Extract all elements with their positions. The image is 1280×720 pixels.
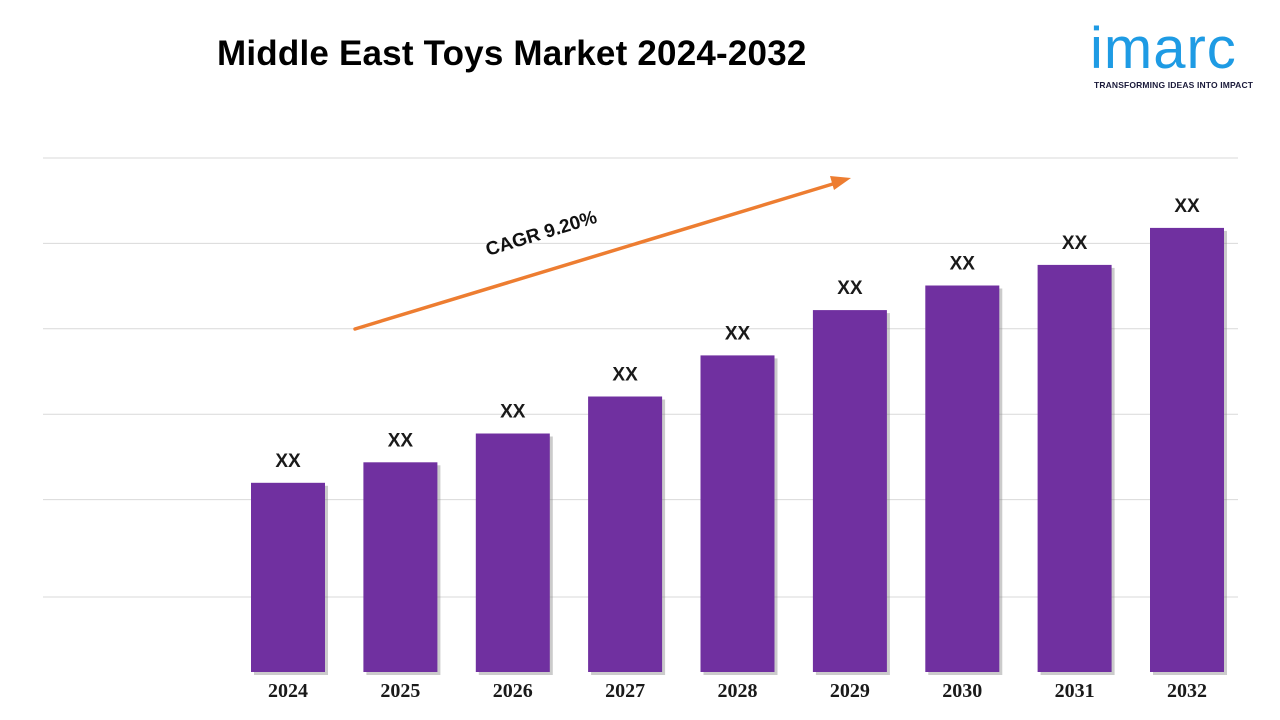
- bar-2028: [700, 355, 775, 672]
- x-tick-2030: 2030: [942, 680, 982, 702]
- data-label-2028: XX: [725, 323, 751, 344]
- imarc-logo: imarc TRANSFORMING IDEAS INTO IMPACT: [1090, 14, 1272, 94]
- x-tick-2029: 2029: [830, 680, 870, 702]
- x-tick-2028: 2028: [718, 680, 758, 702]
- data-label-2030: XX: [950, 254, 976, 275]
- bar-2031: [1037, 264, 1112, 672]
- data-label-2031: XX: [1062, 233, 1088, 254]
- bar-2025: [363, 462, 438, 672]
- bar-2027: [588, 396, 663, 672]
- data-label-2032: XX: [1174, 196, 1200, 217]
- x-tick-2031: 2031: [1055, 680, 1095, 702]
- cagr-arrow-head: [830, 176, 851, 190]
- x-tick-2024: 2024: [268, 680, 308, 702]
- data-label-2024: XX: [275, 451, 301, 472]
- data-labels-group: XX XX XX XX XX XX XX XX XX: [275, 196, 1200, 472]
- x-tick-2027: 2027: [605, 680, 645, 702]
- x-tick-2032: 2032: [1167, 680, 1207, 702]
- bar-2032: [1150, 227, 1224, 672]
- cagr-annotation: CAGR 9.20%: [353, 176, 851, 331]
- bar-2026: [475, 433, 550, 672]
- data-label-2029: XX: [837, 278, 863, 299]
- page-title: Middle East Toys Market 2024-2032: [217, 34, 807, 73]
- bar-2024: [251, 482, 325, 672]
- x-tick-2026: 2026: [493, 680, 533, 702]
- bar-2029: [812, 310, 887, 672]
- cagr-label: CAGR 9.20%: [483, 207, 599, 261]
- bars-group: [251, 227, 1227, 675]
- data-label-2025: XX: [388, 430, 414, 451]
- x-tick-labels-group: 2024 2025 2026 2027 2028 2029 2030 2031 2032: [268, 680, 1207, 702]
- logo-wordmark: imarc: [1090, 16, 1237, 81]
- data-label-2027: XX: [612, 365, 638, 386]
- cagr-arrow-line: [353, 181, 838, 331]
- logo-tagline: TRANSFORMING IDEAS INTO IMPACT: [1094, 80, 1254, 90]
- x-tick-2025: 2025: [380, 680, 420, 702]
- data-label-2026: XX: [500, 402, 526, 423]
- bar-2030: [925, 285, 1000, 672]
